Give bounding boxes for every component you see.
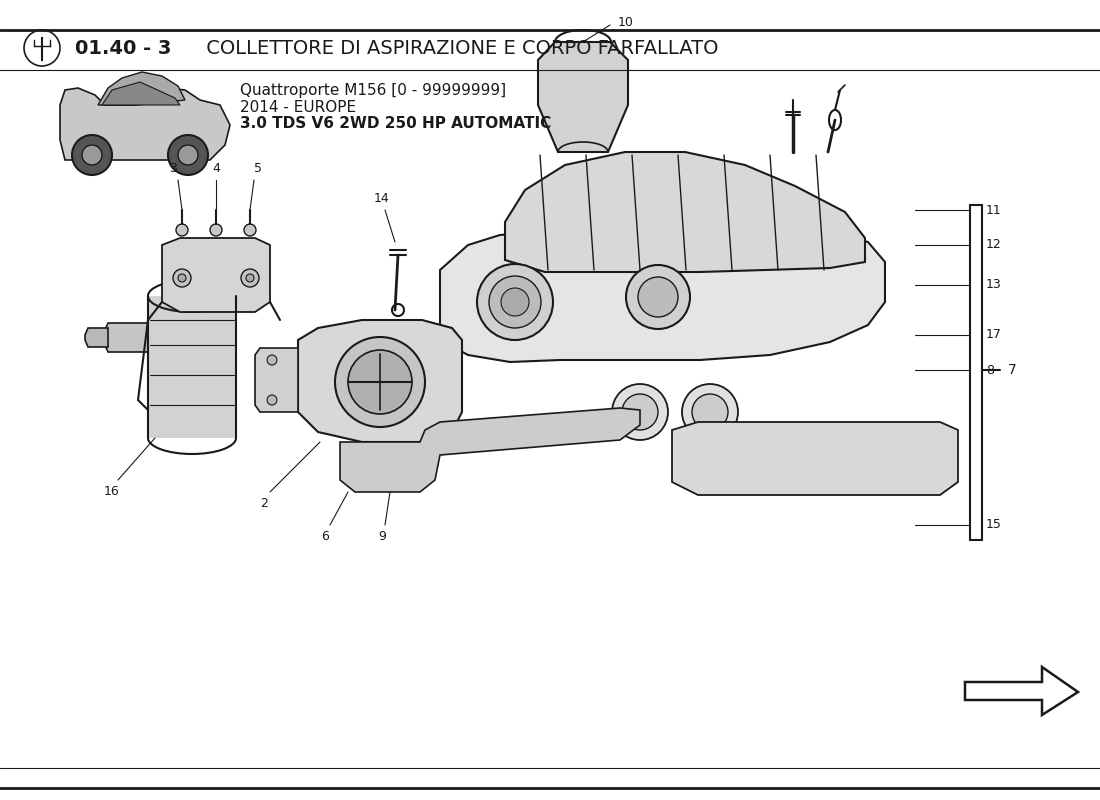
Text: 3.0 TDS V6 2WD 250 HP AUTOMATIC: 3.0 TDS V6 2WD 250 HP AUTOMATIC [240, 117, 551, 131]
Text: 8: 8 [986, 363, 994, 377]
Text: 7: 7 [1008, 363, 1016, 377]
Circle shape [692, 394, 728, 430]
Circle shape [72, 135, 112, 175]
Circle shape [210, 224, 222, 236]
Circle shape [798, 433, 842, 477]
Circle shape [168, 135, 208, 175]
Circle shape [838, 433, 882, 477]
Circle shape [766, 441, 794, 469]
Polygon shape [340, 408, 640, 492]
Text: 01.40 - 3: 01.40 - 3 [75, 39, 172, 58]
Polygon shape [505, 152, 865, 272]
Bar [148, 296, 236, 438]
Text: 13: 13 [986, 278, 1002, 291]
Circle shape [626, 265, 690, 329]
Polygon shape [98, 72, 185, 105]
Polygon shape [672, 422, 958, 495]
Polygon shape [102, 82, 180, 105]
Circle shape [612, 384, 668, 440]
Text: Quattroporte M156 [0 - 99999999]: Quattroporte M156 [0 - 99999999] [240, 82, 506, 98]
Polygon shape [85, 328, 108, 347]
Circle shape [336, 337, 425, 427]
Circle shape [176, 224, 188, 236]
Circle shape [682, 384, 738, 440]
Polygon shape [255, 348, 298, 412]
Circle shape [846, 441, 874, 469]
Text: 2014 - EUROPE: 2014 - EUROPE [240, 99, 356, 114]
Text: 6: 6 [321, 530, 329, 543]
Text: 15: 15 [986, 518, 1002, 531]
Text: COLLETTORE DI ASPIRAZIONE E CORPO FARFALLATO: COLLETTORE DI ASPIRAZIONE E CORPO FARFAL… [200, 39, 718, 58]
Polygon shape [104, 323, 148, 352]
Text: 3: 3 [169, 162, 177, 175]
Text: 9: 9 [378, 530, 386, 543]
Text: 5: 5 [254, 162, 262, 175]
Text: 10: 10 [618, 15, 634, 29]
Circle shape [806, 441, 834, 469]
Circle shape [246, 274, 254, 282]
Text: 12: 12 [986, 238, 1002, 251]
Circle shape [173, 269, 191, 287]
Text: 11: 11 [986, 203, 1002, 217]
Circle shape [886, 441, 914, 469]
Text: 2: 2 [260, 497, 268, 510]
Circle shape [758, 433, 802, 477]
Text: 17: 17 [986, 329, 1002, 342]
Polygon shape [162, 238, 270, 312]
Circle shape [678, 433, 722, 477]
Circle shape [267, 395, 277, 405]
Circle shape [82, 145, 102, 165]
Circle shape [500, 288, 529, 316]
Circle shape [348, 350, 412, 414]
Polygon shape [298, 320, 462, 442]
Text: 14: 14 [374, 192, 389, 205]
Circle shape [178, 274, 186, 282]
Circle shape [621, 394, 658, 430]
Polygon shape [440, 228, 886, 362]
Circle shape [638, 277, 678, 317]
Polygon shape [60, 88, 230, 160]
Circle shape [477, 264, 553, 340]
Text: 4: 4 [212, 162, 220, 175]
Circle shape [686, 441, 714, 469]
Circle shape [726, 441, 754, 469]
Circle shape [718, 433, 762, 477]
Circle shape [878, 433, 922, 477]
Polygon shape [538, 42, 628, 152]
Circle shape [267, 355, 277, 365]
Circle shape [241, 269, 258, 287]
Text: 16: 16 [104, 485, 120, 498]
Circle shape [178, 145, 198, 165]
Circle shape [490, 276, 541, 328]
Circle shape [244, 224, 256, 236]
